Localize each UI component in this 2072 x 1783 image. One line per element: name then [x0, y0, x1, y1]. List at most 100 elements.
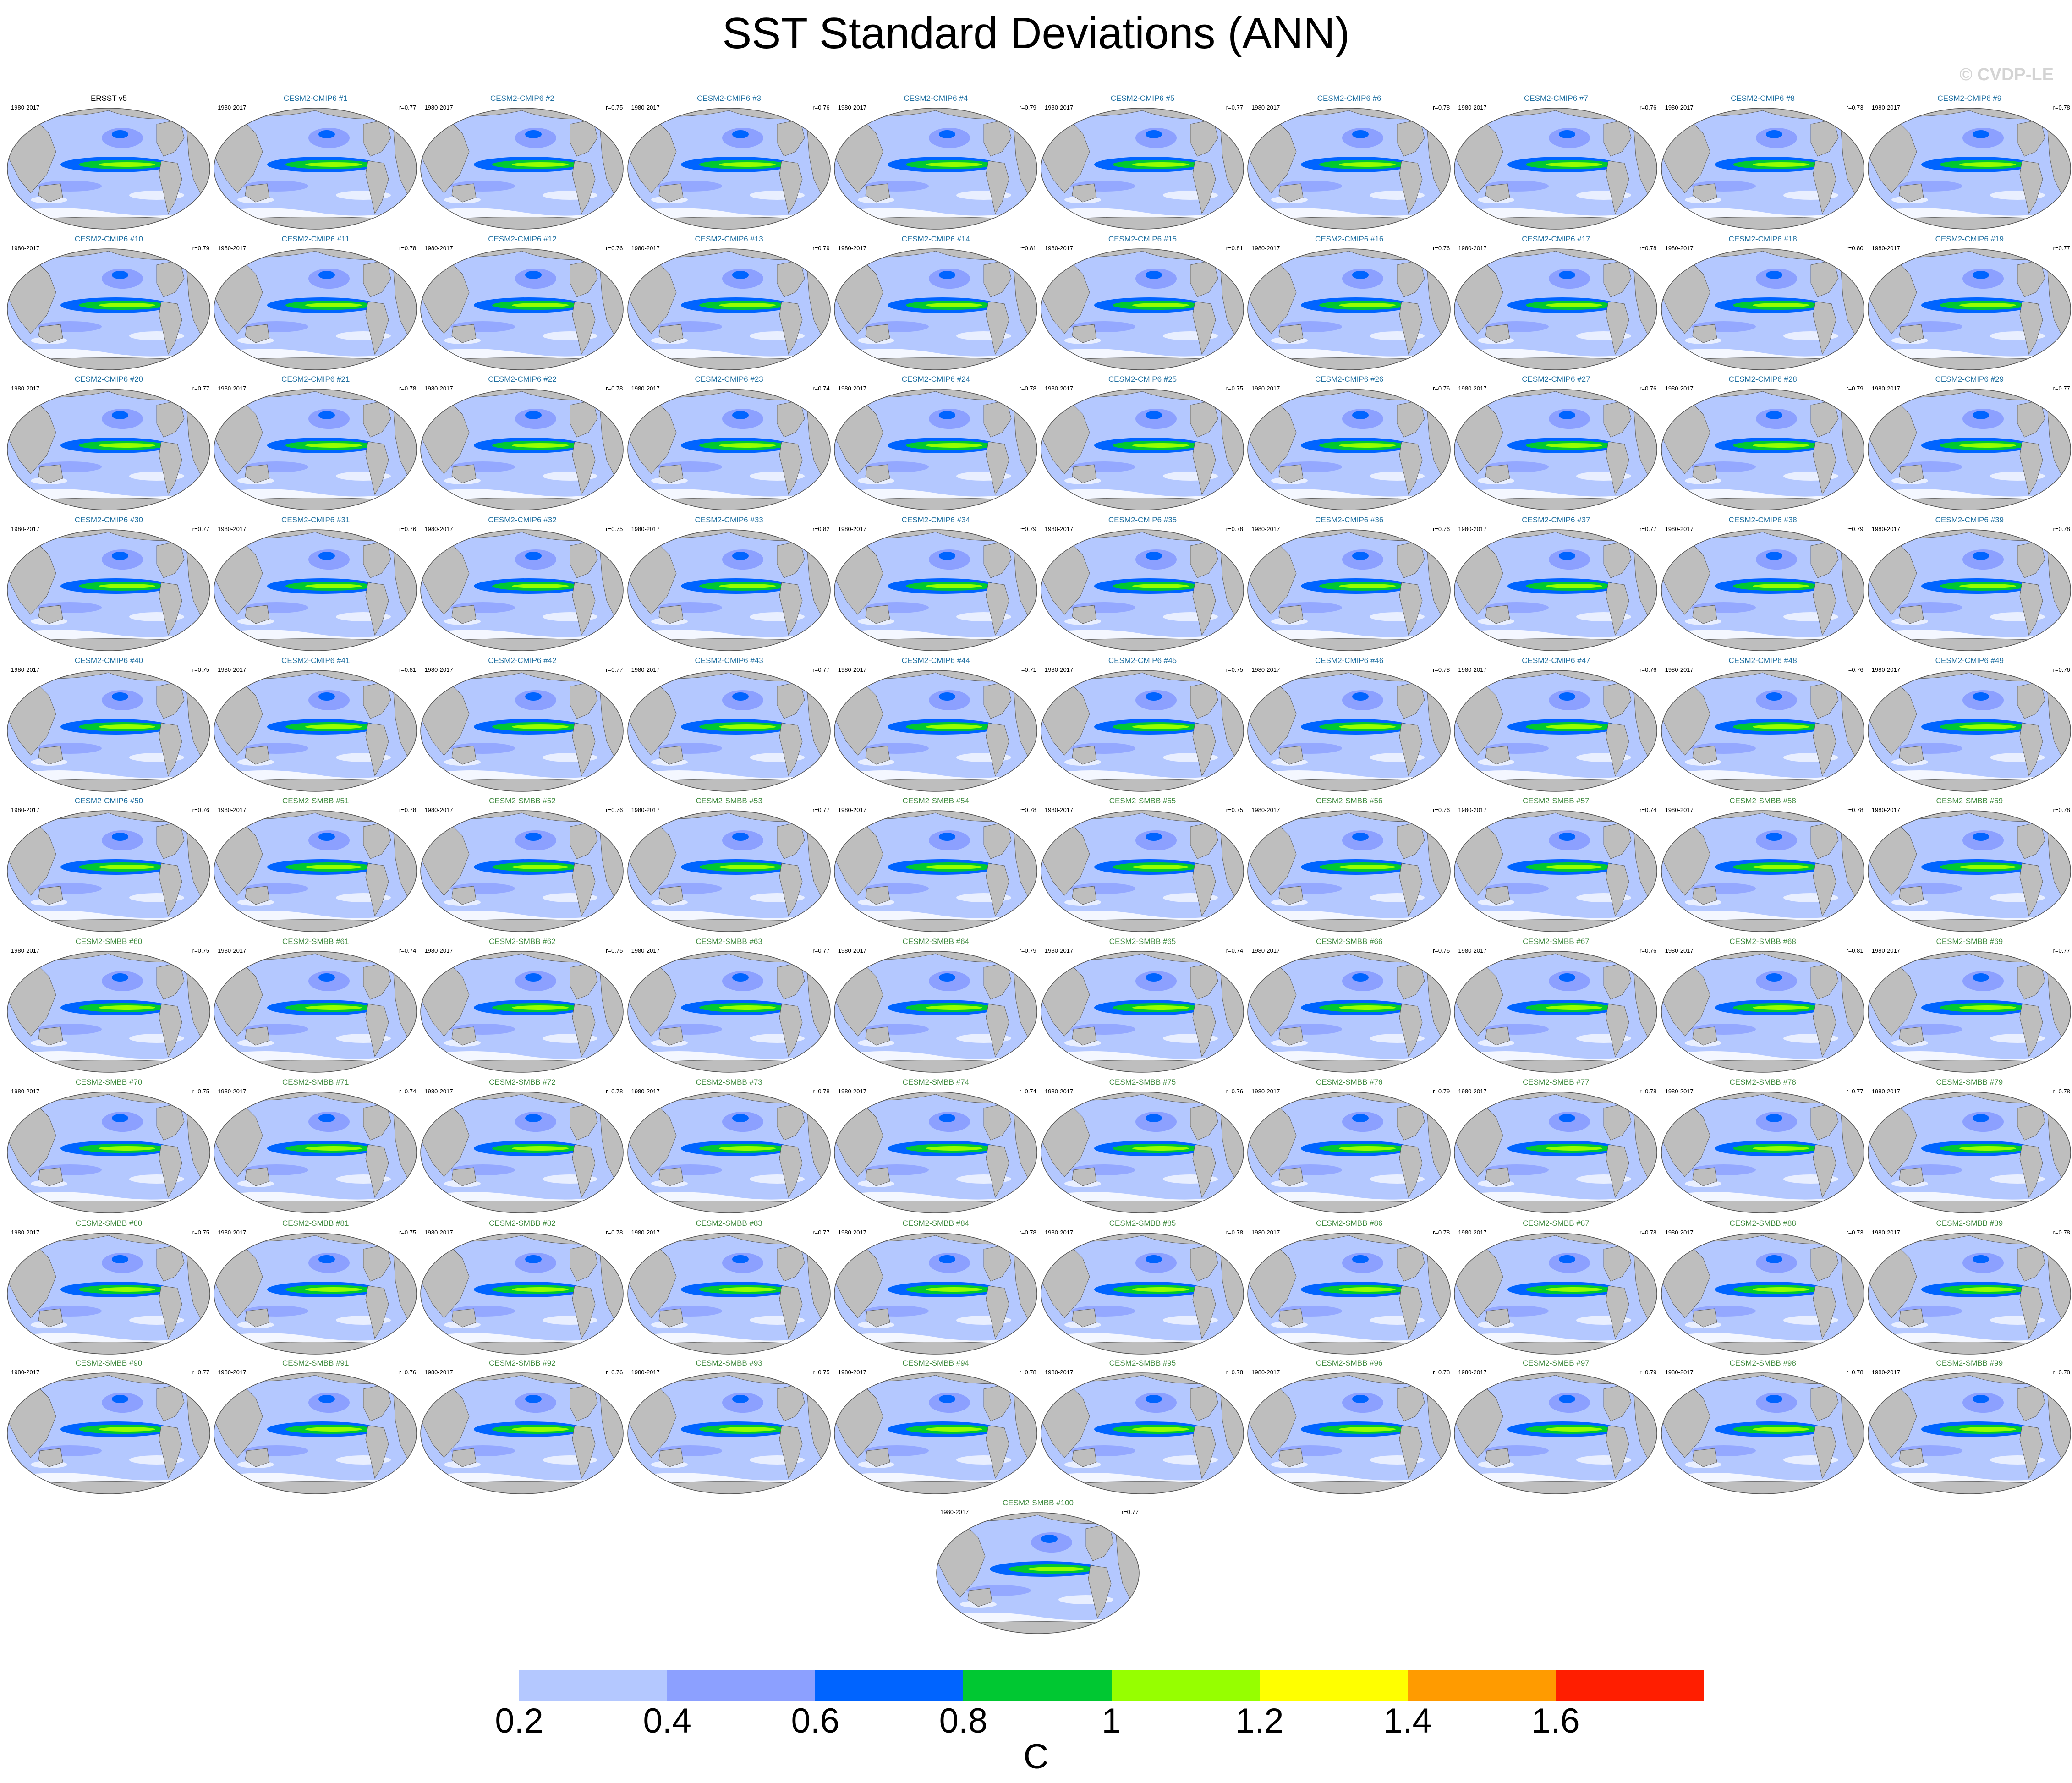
panel-correlation: r=0.77 — [2053, 385, 2070, 392]
panel-title: CESM2-CMIP6 #17 — [1522, 235, 1590, 243]
panel-correlation: r=0.78 — [1639, 245, 1657, 252]
panel-correlation: r=0.77 — [2053, 245, 2070, 252]
panel-period: 1980-2017 — [218, 806, 247, 813]
sst-map — [1041, 529, 1244, 651]
panel-correlation: r=0.79 — [1019, 526, 1036, 532]
map-panel: CESM2-CMIP6 #1 1980-2017 r=0.77 — [212, 94, 419, 231]
panel-title: CESM2-CMIP6 #32 — [488, 516, 557, 524]
sst-map — [7, 389, 210, 510]
panel-period: 1980-2017 — [1251, 947, 1280, 954]
sst-map — [627, 389, 831, 510]
panel-correlation: r=0.76 — [1432, 526, 1450, 532]
panel-correlation: r=0.78 — [1639, 1229, 1657, 1236]
sst-map — [1247, 951, 1451, 1073]
panel-period: 1980-2017 — [940, 1509, 969, 1515]
map-panel: CESM2-CMIP6 #20 1980-2017 r=0.77 — [5, 375, 212, 512]
panel-period: 1980-2017 — [218, 245, 247, 252]
panel-correlation: r=0.78 — [399, 385, 417, 392]
sst-map — [1247, 389, 1451, 510]
panel-title: CESM2-SMBB #80 — [75, 1219, 143, 1228]
colorbar-segment — [815, 1670, 964, 1701]
panel-correlation: r=0.74 — [812, 385, 830, 392]
map-panel: CESM2-CMIP6 #14 1980-2017 r=0.81 — [833, 235, 1039, 372]
panel-title: CESM2-SMBB #73 — [696, 1078, 762, 1086]
panel-correlation: r=0.78 — [1639, 1088, 1657, 1095]
colorbar-tick-label: 1.2 — [1235, 1701, 1284, 1740]
panel-period: 1980-2017 — [631, 947, 660, 954]
map-panel: CESM2-SMBB #52 1980-2017 r=0.76 — [419, 796, 625, 934]
panel-title: CESM2-CMIP6 #1 — [283, 94, 348, 103]
colorbar-tick-label: 1.6 — [1531, 1701, 1580, 1740]
panel-period: 1980-2017 — [1251, 806, 1280, 813]
panel-title: CESM2-CMIP6 #5 — [1110, 94, 1175, 103]
panel-correlation: r=0.78 — [1019, 1369, 1036, 1376]
panel-period: 1980-2017 — [1871, 1369, 1900, 1376]
panel-period: 1980-2017 — [631, 806, 660, 813]
panel-correlation: r=0.76 — [606, 1369, 623, 1376]
map-panel: CESM2-SMBB #74 1980-2017 r=0.74 — [833, 1078, 1039, 1215]
map-panel: CESM2-CMIP6 #32 1980-2017 r=0.75 — [419, 516, 625, 653]
panel-correlation: r=0.77 — [1226, 104, 1243, 111]
sst-map — [627, 1233, 831, 1355]
sst-map — [7, 951, 210, 1073]
panel-period: 1980-2017 — [1045, 666, 1074, 673]
map-panel: CESM2-CMIP6 #37 1980-2017 r=0.77 — [1453, 516, 1659, 653]
map-panel: CESM2-CMIP6 #46 1980-2017 r=0.78 — [1246, 656, 1453, 794]
panel-title: CESM2-SMBB #58 — [1729, 796, 1796, 805]
map-panel: CESM2-CMIP6 #8 1980-2017 r=0.73 — [1660, 94, 1866, 231]
panel-period: 1980-2017 — [1871, 385, 1900, 392]
panel-title: CESM2-SMBB #53 — [696, 796, 762, 805]
colorbar-tick-label: 0.6 — [791, 1701, 840, 1740]
sst-map — [1454, 1092, 1658, 1213]
sst-map — [1454, 1372, 1658, 1494]
panel-correlation: r=0.75 — [192, 1088, 209, 1095]
map-panel: CESM2-CMIP6 #29 1980-2017 r=0.77 — [1866, 375, 2072, 512]
map-panel: CESM2-CMIP6 #19 1980-2017 r=0.77 — [1866, 235, 2072, 372]
panel-correlation: r=0.78 — [1019, 806, 1036, 813]
panel-title: CESM2-CMIP6 #15 — [1108, 235, 1177, 243]
panel-title: CESM2-CMIP6 #29 — [1935, 375, 2004, 384]
map-panel: CESM2-SMBB #79 1980-2017 r=0.78 — [1866, 1078, 2072, 1215]
sst-map — [1247, 670, 1451, 792]
panel-correlation: r=0.76 — [192, 806, 209, 813]
panel-period: 1980-2017 — [1045, 385, 1074, 392]
map-panel: CESM2-SMBB #62 1980-2017 r=0.75 — [419, 937, 625, 1075]
sst-map — [627, 529, 831, 651]
panel-correlation: r=0.77 — [606, 666, 623, 673]
sst-map — [1041, 1372, 1244, 1494]
map-panel: CESM2-SMBB #93 1980-2017 r=0.75 — [626, 1359, 833, 1496]
map-panel: CESM2-CMIP6 #48 1980-2017 r=0.76 — [1660, 656, 1866, 794]
panel-correlation: r=0.78 — [1846, 1369, 1864, 1376]
panel-period: 1980-2017 — [838, 245, 866, 252]
panel-correlation: r=0.79 — [192, 245, 209, 252]
map-panel: CESM2-CMIP6 #44 1980-2017 r=0.71 — [833, 656, 1039, 794]
panel-correlation: r=0.75 — [192, 947, 209, 954]
panel-correlation: r=0.76 — [2053, 666, 2070, 673]
sst-map — [214, 529, 417, 651]
panel-title: CESM2-CMIP6 #43 — [695, 656, 763, 665]
sst-map — [1247, 248, 1451, 370]
colorbar-segment — [1555, 1670, 1704, 1701]
panel-correlation: r=0.78 — [1019, 385, 1036, 392]
sst-map — [1661, 1372, 1864, 1494]
sst-map — [7, 529, 210, 651]
panel-title: CESM2-SMBB #54 — [902, 796, 970, 805]
panel-title: CESM2-SMBB #88 — [1729, 1219, 1796, 1228]
panel-title: CESM2-CMIP6 #16 — [1315, 235, 1384, 243]
panel-title: CESM2-SMBB #55 — [1109, 796, 1176, 805]
panel-correlation: r=0.76 — [1226, 1088, 1243, 1095]
panel-period: 1980-2017 — [631, 104, 660, 111]
sst-map — [834, 1092, 1037, 1213]
panel-period: 1980-2017 — [1458, 1369, 1487, 1376]
panel-title: CESM2-SMBB #95 — [1109, 1359, 1176, 1367]
panel-correlation: r=0.76 — [606, 806, 623, 813]
map-panel: CESM2-CMIP6 #42 1980-2017 r=0.77 — [419, 656, 625, 794]
sst-map — [1041, 1233, 1244, 1355]
panel-title: CESM2-CMIP6 #33 — [695, 516, 763, 524]
map-panel: CESM2-CMIP6 #43 1980-2017 r=0.77 — [626, 656, 833, 794]
panel-correlation: r=0.78 — [2053, 104, 2070, 111]
panel-title: CESM2-SMBB #63 — [696, 937, 762, 946]
sst-map — [1661, 1233, 1864, 1355]
sst-map — [1041, 1092, 1244, 1213]
panel-period: 1980-2017 — [1045, 104, 1074, 111]
